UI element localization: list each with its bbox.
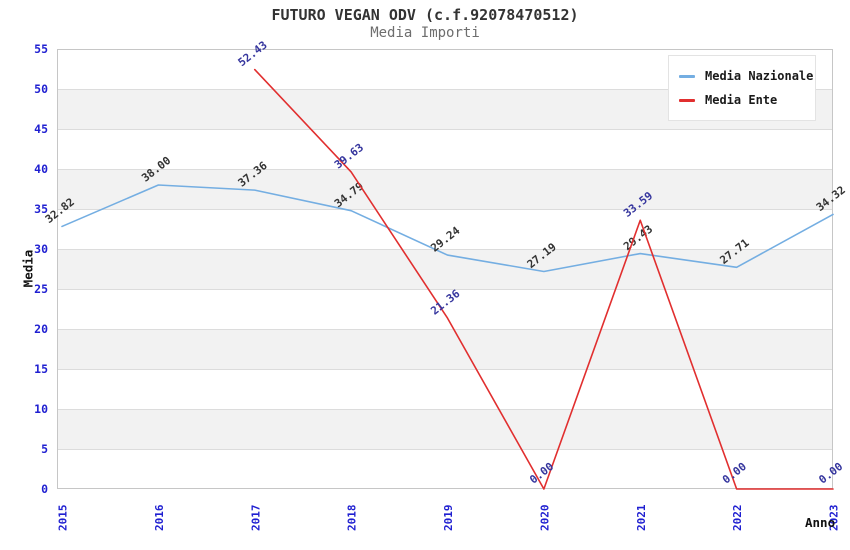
media-nazionale-line-swatch bbox=[679, 74, 695, 78]
plot-border bbox=[57, 49, 833, 489]
y-tick-label: 20 bbox=[34, 322, 48, 336]
legend-label-media-ente: Media Ente bbox=[705, 93, 778, 107]
y-tick-label: 10 bbox=[34, 402, 48, 416]
y-tick-label: 0 bbox=[41, 482, 48, 496]
series-line-media-nazionale bbox=[61, 184, 834, 273]
x-tick-label: 2015 bbox=[57, 505, 70, 532]
chart-title: FUTURO VEGAN ODV (c.f.92078470512) bbox=[271, 6, 579, 24]
y-tick-label: 45 bbox=[34, 122, 48, 136]
x-axis-title: Anno bbox=[805, 515, 836, 530]
point-label: 39.63 bbox=[332, 141, 366, 172]
series-line-media-ente bbox=[253, 68, 834, 490]
legend-item-media-ente: Media Ente bbox=[679, 88, 815, 112]
legend: Media Nazionale Media Ente bbox=[668, 55, 816, 121]
point-label: 0.00 bbox=[527, 460, 556, 487]
background-band bbox=[57, 329, 833, 369]
y-axis-title: Media bbox=[20, 249, 36, 288]
y-tick-label: 35 bbox=[34, 202, 48, 216]
chart-subtitle: Media Importi bbox=[370, 25, 480, 41]
x-tick-label: 2021 bbox=[635, 504, 648, 531]
background-band bbox=[57, 249, 833, 289]
background-band bbox=[57, 169, 833, 209]
y-tick-label: 50 bbox=[34, 82, 48, 96]
y-tick-label: 40 bbox=[34, 162, 48, 176]
legend-label-media-nazionale: Media Nazionale bbox=[705, 69, 814, 83]
point-label: 0.00 bbox=[816, 460, 845, 487]
y-tick-label: 5 bbox=[41, 442, 48, 456]
x-tick-label: 2018 bbox=[346, 505, 359, 532]
x-tick-label: 2020 bbox=[538, 505, 551, 532]
y-tick-label: 15 bbox=[34, 362, 48, 376]
y-tick-label: 25 bbox=[34, 282, 48, 296]
legend-item-media-nazionale: Media Nazionale bbox=[679, 64, 815, 88]
background-band bbox=[57, 409, 833, 449]
point-label: 21.36 bbox=[428, 287, 462, 318]
x-tick-label: 2022 bbox=[731, 505, 744, 532]
point-label: 52.43 bbox=[236, 38, 270, 69]
y-tick-label: 55 bbox=[34, 42, 48, 56]
x-tick-label: 2016 bbox=[153, 504, 166, 531]
x-tick-label: 2023 bbox=[828, 505, 841, 532]
media-ente-line-swatch bbox=[679, 98, 695, 102]
x-tick-label: 2019 bbox=[442, 505, 455, 532]
y-tick-label: 30 bbox=[34, 242, 48, 256]
x-tick-label: 2017 bbox=[249, 505, 262, 532]
